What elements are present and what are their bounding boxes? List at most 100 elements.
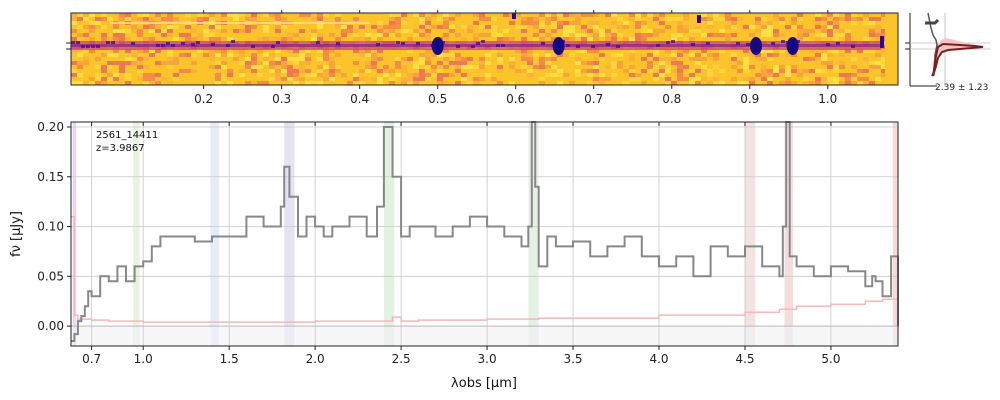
trace-pixel [826,43,830,46]
heat-cell [641,57,647,61]
emission-knot-core [434,41,441,51]
heat-cell [245,65,251,69]
heat-cell [827,65,833,69]
heat-cell [113,37,119,41]
x-tick-label: 4.5 [735,352,754,366]
trace-pixel [271,45,275,48]
heat-cell [353,37,359,41]
heat-cell [533,17,539,21]
heat-cell [779,21,785,25]
heat-cell [269,69,275,73]
heat-cell [413,81,419,85]
emission-band [383,122,395,346]
heat-cell [557,53,563,57]
heat-cell [641,13,647,17]
heat-cell [797,73,803,77]
heat-cell [293,57,299,61]
heat-cell [719,17,725,21]
heat-cell [353,49,359,53]
heat-cell [269,77,275,81]
heat-cell [821,33,827,37]
heat-cell [83,81,89,85]
heat-cell [221,37,227,41]
heat-cell [881,49,887,53]
heat-cell [83,17,89,21]
heat-cell [851,73,857,77]
heat-cell [215,25,221,29]
heat-cell [257,61,263,65]
heat-cell [89,49,95,53]
heat-cell [785,81,791,85]
heat-cell [821,29,827,33]
trace-pixel [746,43,750,46]
heat-cell [125,17,131,21]
x-tick-label: 0.6 [506,92,525,106]
heat-cell [149,49,155,53]
heat-cell [419,17,425,21]
x-tick-label: 0.7 [82,352,101,366]
heat-cell [515,13,521,17]
heat-cell [749,53,755,57]
heat-cell [767,81,773,85]
heat-cell [311,73,317,77]
heat-cell [851,81,857,85]
heat-cell [833,21,839,25]
heat-cell [125,49,131,53]
heat-cell [491,17,497,21]
heat-cell [173,37,179,41]
heat-cell [473,37,479,41]
heat-cell [797,33,803,37]
heat-cell [179,53,185,57]
heat-cell [653,77,659,81]
heat-cell [539,21,545,25]
heat-cell [479,17,485,21]
heat-cell [695,29,701,33]
heat-cell [527,57,533,61]
heat-cell [803,69,809,73]
heat-cell [647,65,653,69]
heat-cell [851,57,857,61]
heat-cell [659,57,665,61]
x-tick-label: 5.0 [821,352,840,366]
heat-cell [131,17,137,21]
trace-pixel [591,45,595,48]
heat-cell [233,57,239,61]
heat-cell [455,13,461,17]
trace-pixel [456,45,460,48]
heat-cell [323,57,329,61]
heat-cell [665,57,671,61]
heat-cell [533,33,539,37]
heat-cell [485,17,491,21]
heat-cell [653,65,659,69]
heat-cell [305,57,311,61]
heat-cell [563,29,569,33]
emission-band [132,122,140,346]
heat-cell [671,81,677,85]
heat-cell [803,77,809,81]
heat-cell [527,69,533,73]
heat-cell [419,25,425,29]
heat-cell [629,69,635,73]
noise-pixel [880,36,884,48]
heat-cell [269,13,275,17]
heat-cell [557,25,563,29]
heat-cell [761,17,767,21]
heat-cell [329,77,335,81]
heat-cell [659,13,665,17]
heat-cell [251,57,257,61]
heat-cell [527,49,533,53]
heat-cell [281,77,287,81]
heat-cell [503,29,509,33]
x-tick-label: 2.5 [392,352,411,366]
heat-cell [821,53,827,57]
heat-cell [119,69,125,73]
heat-cell [875,17,881,21]
heat-cell [245,17,251,21]
heat-cell [149,25,155,29]
heat-cell [275,17,281,21]
heat-cell [119,65,125,69]
heat-cell [839,73,845,77]
heat-cell [221,61,227,65]
heat-cell [347,29,353,33]
heat-cell [215,53,221,57]
